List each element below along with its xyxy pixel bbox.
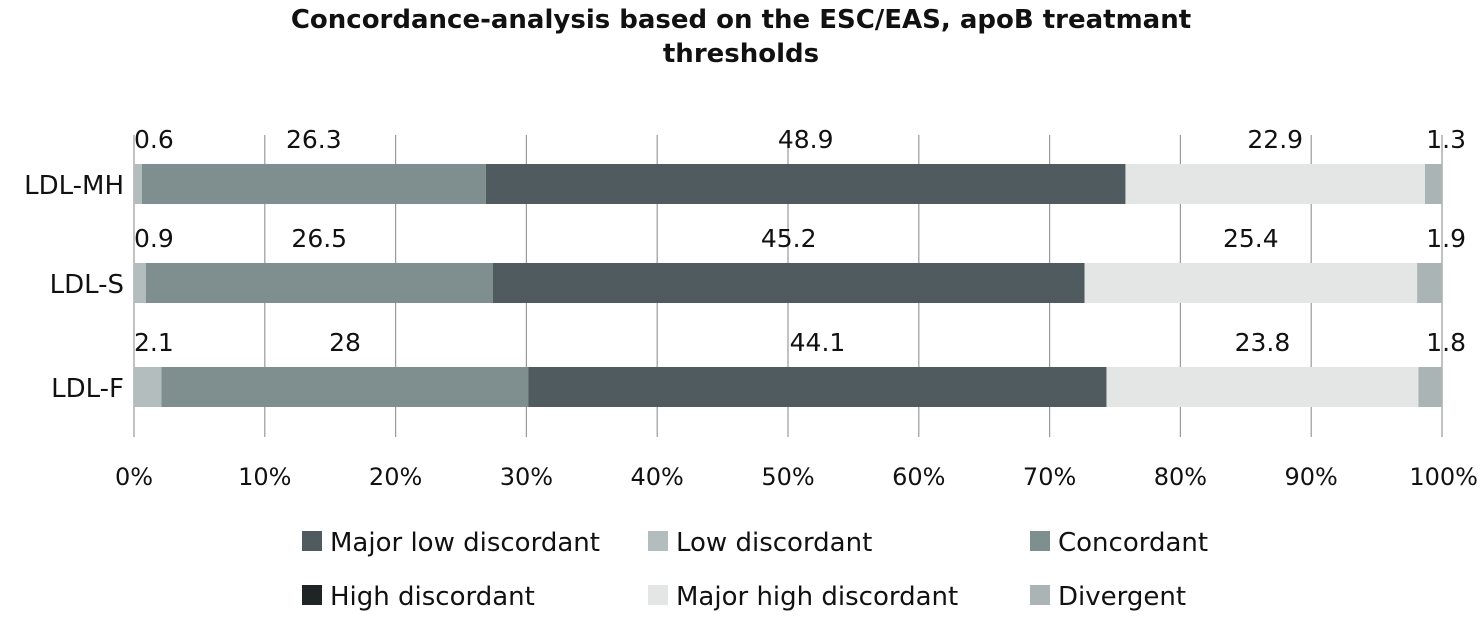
x-tick-label: 10% <box>238 463 291 491</box>
x-tick-label: 40% <box>631 463 684 491</box>
bars <box>134 164 1442 407</box>
bar-segment-major-high-discordant <box>1106 367 1419 407</box>
legend-item-major-high-discordant: Major high discordant <box>648 582 958 612</box>
chart-title-line: Concordance-analysis based on the ESC/EA… <box>291 5 1191 35</box>
bar-segment-divergent <box>1417 263 1442 303</box>
bar-segment-major-low-discordant <box>492 263 1085 303</box>
data-label: 26.3 <box>286 125 342 154</box>
legend-label: High discordant <box>330 582 535 612</box>
legend-swatch <box>1030 531 1050 551</box>
bar-segment-concordant <box>161 367 529 407</box>
x-tick-label: 30% <box>500 463 553 491</box>
data-label: 1.8 <box>1426 328 1466 357</box>
x-tick-label: 0% <box>115 463 153 491</box>
legend-item-concordant: Concordant <box>1030 528 1208 558</box>
legend-item-high-discordant: High discordant <box>302 582 535 612</box>
data-label: 28 <box>329 328 361 357</box>
bar-segment-major-high-discordant <box>1125 164 1425 204</box>
bar-segment-major-low-discordant <box>528 367 1107 407</box>
data-label: 1.9 <box>1426 224 1466 253</box>
x-tick-label: 80% <box>1154 463 1207 491</box>
category-label: LDL-F <box>51 374 124 404</box>
category-labels: LDL-MH LDL-S LDL-F <box>24 171 124 404</box>
data-label: 0.9 <box>134 224 174 253</box>
data-label: 2.1 <box>134 328 174 357</box>
chart-title-line: thresholds <box>663 39 819 69</box>
legend-label: Concordant <box>1058 528 1208 558</box>
legend-item-divergent: Divergent <box>1030 582 1186 612</box>
legend-swatch <box>648 531 668 551</box>
bar-segment-major-high-discordant <box>1084 263 1418 303</box>
data-label: 45.2 <box>761 224 817 253</box>
legend-swatch <box>1030 585 1050 605</box>
legend-swatch <box>648 585 668 605</box>
data-label: 22.9 <box>1247 125 1303 154</box>
data-label: 23.8 <box>1235 328 1291 357</box>
bar-segment-divergent <box>1424 164 1442 204</box>
data-label: 48.9 <box>778 125 834 154</box>
legend-swatch <box>302 531 322 551</box>
bar-segment-low-discordant <box>134 367 162 407</box>
bar-segment-divergent <box>1418 367 1442 407</box>
chart-title: Concordance-analysis based on the ESC/EA… <box>291 5 1191 69</box>
bar-segment-low-discordant <box>134 164 142 204</box>
x-tick-labels: 0% 10% 20% 30% 40% 50% 60% 70% 80% 90% 100% <box>115 463 1478 491</box>
data-label: 1.3 <box>1426 125 1466 154</box>
x-tick-label: 60% <box>892 463 945 491</box>
bar-segment-low-discordant <box>134 263 146 303</box>
bar-segment-major-low-discordant <box>485 164 1126 204</box>
x-tick-label: 70% <box>1023 463 1076 491</box>
data-label: 25.4 <box>1223 224 1279 253</box>
data-label: 0.6 <box>134 125 174 154</box>
x-tick-label: 90% <box>1285 463 1338 491</box>
legend-item-major-low-discordant: Major low discordant <box>302 528 600 558</box>
legend-label: Major low discordant <box>330 528 600 558</box>
data-label: 44.1 <box>790 328 846 357</box>
legend-swatch <box>302 585 322 605</box>
x-tick-label: 50% <box>761 463 814 491</box>
x-tick-label: 20% <box>369 463 422 491</box>
legend-item-low-discordant: Low discordant <box>648 528 872 558</box>
x-tick-label: 100% <box>1409 463 1478 491</box>
category-label: LDL-MH <box>24 171 124 201</box>
data-label: 26.5 <box>291 224 347 253</box>
legend-label: Low discordant <box>676 528 872 558</box>
legend: Major low discordant Low discordant Concor… <box>302 528 1208 612</box>
data-labels: 0.6 26.3 48.9 22.9 1.3 0.9 26.5 45.2 25.4 1.9 2.1 2… <box>134 125 1466 357</box>
legend-label: Major high discordant <box>676 582 958 612</box>
category-label: LDL-S <box>50 270 124 300</box>
bar-segment-concordant <box>141 164 486 204</box>
bar-segment-concordant <box>145 263 493 303</box>
legend-label: Divergent <box>1058 582 1186 612</box>
